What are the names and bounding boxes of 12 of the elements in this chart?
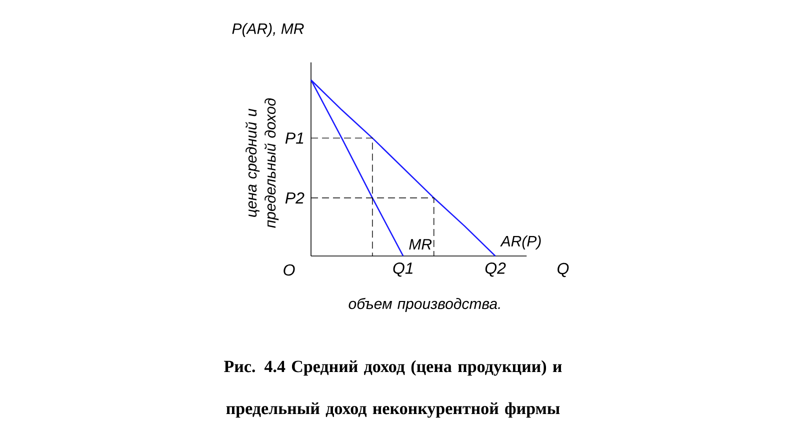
x-axis-title: Q bbox=[558, 262, 569, 278]
series-label: MR bbox=[409, 239, 432, 250]
text: P1 bbox=[285, 132, 304, 144]
chart-title: Рис. 4.4 Средний доход (цена продукции) и предельный доход неконкурентной фирмы bbox=[224, 360, 562, 418]
series-label: AR(P) bbox=[500, 235, 541, 250]
text: O bbox=[284, 264, 295, 276]
text: цена средний и предельный доход bbox=[245, 98, 279, 228]
text: объем производства. bbox=[348, 298, 500, 312]
x-tick-label: Q2 bbox=[485, 262, 506, 277]
x-tick-label: Q1 bbox=[393, 262, 412, 277]
text: P2 bbox=[285, 192, 304, 204]
y-axis-title: P(AR), MR bbox=[232, 23, 304, 37]
